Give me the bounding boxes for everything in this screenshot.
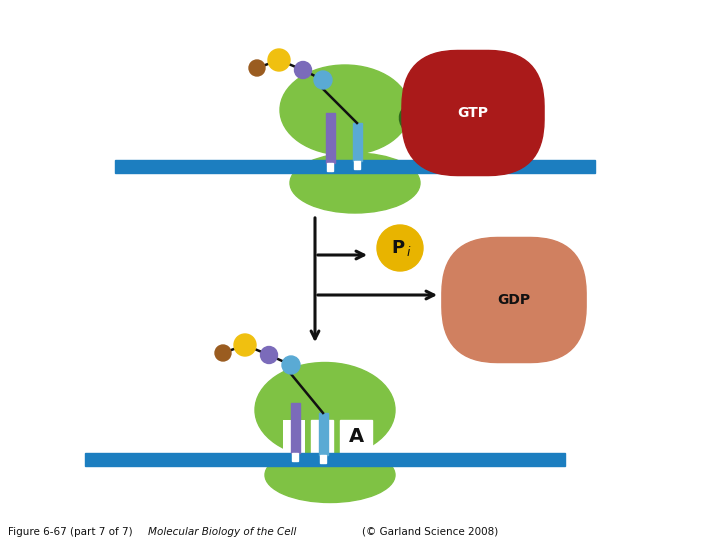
Circle shape [215,345,231,361]
Text: i: i [406,246,410,260]
Bar [320,455,323,463]
Text: GTP: GTP [457,106,488,120]
Bar [331,163,333,171]
Ellipse shape [290,153,420,213]
Text: GDP: GDP [498,293,531,307]
Circle shape [377,225,423,271]
Circle shape [294,62,312,78]
Ellipse shape [400,102,451,140]
Bar [357,161,360,169]
Bar [290,403,300,453]
Text: A: A [348,428,364,447]
Bar [292,453,294,461]
Ellipse shape [280,65,410,155]
Ellipse shape [427,123,455,165]
Circle shape [234,334,256,356]
Bar [323,455,325,463]
Text: (© Garland Science 2008): (© Garland Science 2008) [362,527,498,537]
Ellipse shape [452,271,482,318]
Text: Figure 6-67 (part 7 of 7): Figure 6-67 (part 7 of 7) [8,527,139,537]
Text: P: P [392,239,405,257]
Bar [283,420,305,455]
Ellipse shape [265,448,395,503]
Bar [311,420,333,455]
Circle shape [261,347,277,363]
Bar [340,420,372,458]
Ellipse shape [464,306,496,328]
Circle shape [249,60,265,76]
Bar [354,161,356,169]
Bar [296,453,299,461]
Bar [327,163,329,171]
Circle shape [268,49,290,71]
Bar [115,160,595,173]
Text: Molecular Biology of the Cell: Molecular Biology of the Cell [148,527,297,537]
Circle shape [314,71,332,89]
Circle shape [282,356,300,374]
Bar [329,163,331,171]
Ellipse shape [255,362,395,457]
Bar [85,453,565,466]
Bar [325,113,335,163]
Bar [318,413,328,455]
Bar [353,123,361,161]
Bar [294,453,296,461]
